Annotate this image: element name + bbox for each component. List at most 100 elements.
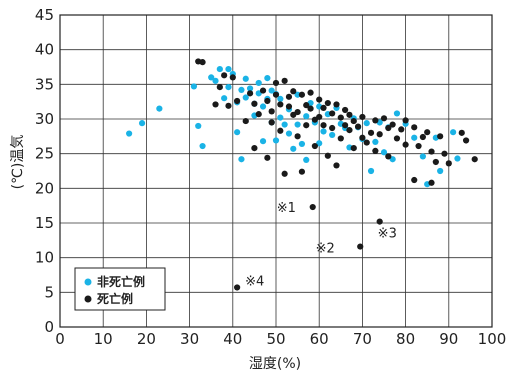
- point-fatal: [294, 108, 301, 116]
- legend-label-fatal: 死亡例: [97, 291, 133, 306]
- point-non-fatal: [264, 74, 271, 82]
- point-non-fatal: [367, 167, 375, 175]
- point-fatal: [376, 218, 383, 225]
- point-non-fatal: [246, 85, 254, 92]
- x-tick-label: 30: [180, 330, 199, 348]
- point-fatal: [372, 147, 379, 154]
- point-non-fatal: [281, 121, 288, 128]
- point-fatal: [385, 124, 392, 132]
- point-non-fatal: [303, 156, 310, 164]
- point-fatal: [268, 108, 275, 115]
- legend-marker-fatal: [84, 295, 92, 303]
- annotation-label: ※3: [378, 227, 397, 242]
- point-non-fatal: [195, 122, 202, 130]
- point-fatal: [346, 111, 353, 118]
- point-non-fatal: [285, 130, 293, 137]
- point-fatal: [372, 117, 379, 124]
- annotations: ※1 ※2 ※3 ※4: [245, 201, 397, 289]
- point-non-fatal: [290, 145, 297, 152]
- point-fatal: [199, 59, 206, 66]
- y-tick-label: 5: [44, 283, 54, 301]
- legend-marker-non-fatal: [84, 278, 92, 286]
- point-fatal: [329, 124, 336, 132]
- point-fatal: [415, 142, 422, 150]
- point-fatal: [309, 203, 316, 211]
- point-fatal: [428, 148, 435, 155]
- point-fatal: [337, 114, 344, 121]
- point-fatal: [316, 96, 323, 103]
- point-fatal: [234, 284, 241, 291]
- point-fatal: [342, 106, 349, 114]
- y-tick-label: 15: [35, 214, 54, 232]
- point-fatal: [337, 135, 344, 142]
- point-non-fatal: [238, 86, 245, 93]
- point-fatal: [342, 122, 349, 129]
- point-non-fatal: [126, 130, 133, 137]
- point-non-fatal: [303, 113, 310, 120]
- legend-box: [74, 267, 166, 311]
- point-non-fatal: [411, 134, 418, 141]
- x-tick-label: 10: [94, 330, 113, 348]
- x-tick-label: 90: [439, 330, 458, 348]
- point-non-fatal: [221, 95, 228, 102]
- point-non-fatal: [298, 140, 306, 148]
- x-tick-label: 0: [55, 330, 65, 348]
- point-fatal: [428, 179, 435, 186]
- x-tick-label: 100: [478, 330, 507, 348]
- point-fatal: [242, 117, 249, 125]
- point-fatal: [350, 117, 357, 125]
- point-fatal: [411, 124, 418, 131]
- point-non-fatal: [437, 167, 444, 175]
- point-fatal: [303, 122, 310, 129]
- y-axis-label: (℃)温気: [10, 135, 26, 190]
- point-fatal: [324, 99, 331, 107]
- point-non-fatal: [234, 129, 241, 136]
- point-fatal: [234, 97, 241, 105]
- point-non-fatal: [208, 74, 215, 81]
- point-fatal: [324, 152, 331, 159]
- point-fatal: [354, 123, 362, 130]
- point-fatal: [333, 162, 340, 169]
- point-fatal: [259, 87, 267, 94]
- point-fatal: [294, 133, 301, 140]
- point-fatal: [419, 133, 426, 141]
- point-fatal: [255, 111, 262, 118]
- annotation-label: ※1: [277, 201, 296, 216]
- point-fatal: [285, 93, 293, 100]
- point-fatal: [212, 101, 219, 108]
- point-fatal: [393, 135, 401, 142]
- point-fatal: [398, 126, 405, 133]
- point-fatal: [445, 160, 452, 167]
- point-fatal: [298, 168, 306, 175]
- data-points: [126, 58, 478, 291]
- point-non-fatal: [190, 83, 198, 90]
- point-fatal: [303, 102, 310, 109]
- point-fatal: [367, 129, 375, 136]
- point-fatal: [320, 122, 327, 129]
- point-fatal: [277, 101, 284, 108]
- y-tick-label: 30: [35, 110, 54, 128]
- point-non-fatal: [454, 155, 461, 162]
- point-fatal: [357, 243, 364, 250]
- point-non-fatal: [277, 114, 284, 121]
- tick-labels: 0 10 20 30 40 50 60 70 80 90 100 0 5 10 15 20 25 30 35 40 45: [35, 6, 506, 348]
- point-fatal: [458, 129, 465, 136]
- point-fatal: [272, 79, 280, 87]
- point-fatal: [225, 102, 232, 109]
- point-fatal: [424, 129, 431, 136]
- x-axis-label: 湿度(%): [249, 356, 301, 372]
- point-non-fatal: [138, 120, 146, 127]
- point-fatal: [359, 134, 366, 141]
- point-non-fatal: [238, 156, 245, 163]
- point-fatal: [385, 153, 392, 160]
- point-fatal: [285, 103, 293, 110]
- point-fatal: [389, 121, 396, 128]
- point-fatal: [281, 77, 288, 84]
- point-fatal: [441, 150, 448, 157]
- point-non-fatal: [393, 110, 401, 117]
- point-fatal: [432, 158, 439, 166]
- point-fatal: [298, 91, 306, 98]
- point-fatal: [268, 119, 275, 126]
- point-non-fatal: [329, 131, 336, 139]
- point-non-fatal: [225, 65, 232, 73]
